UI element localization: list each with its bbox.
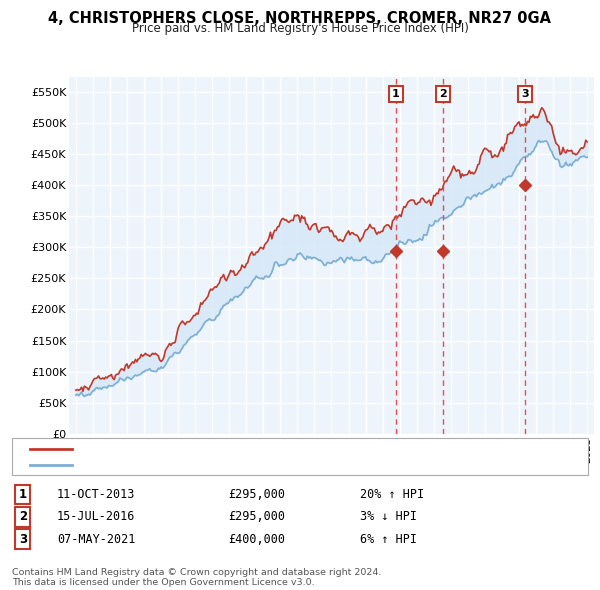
Text: 4, CHRISTOPHERS CLOSE, NORTHREPPS, CROMER, NR27 0GA (detached house): 4, CHRISTOPHERS CLOSE, NORTHREPPS, CROME… xyxy=(81,444,517,454)
Text: 2: 2 xyxy=(439,89,447,99)
Text: HPI: Average price, detached house, North Norfolk: HPI: Average price, detached house, Nort… xyxy=(81,460,357,470)
Text: 11-OCT-2013: 11-OCT-2013 xyxy=(57,488,136,501)
Text: 1: 1 xyxy=(19,488,27,501)
Text: 4, CHRISTOPHERS CLOSE, NORTHREPPS, CROMER, NR27 0GA: 4, CHRISTOPHERS CLOSE, NORTHREPPS, CROME… xyxy=(49,11,551,25)
Text: £295,000: £295,000 xyxy=(228,488,285,501)
Text: £295,000: £295,000 xyxy=(228,510,285,523)
Text: 3% ↓ HPI: 3% ↓ HPI xyxy=(360,510,417,523)
Text: 3: 3 xyxy=(521,89,529,99)
Text: 15-JUL-2016: 15-JUL-2016 xyxy=(57,510,136,523)
Text: 20% ↑ HPI: 20% ↑ HPI xyxy=(360,488,424,501)
Text: 1: 1 xyxy=(392,89,400,99)
Text: Contains HM Land Registry data © Crown copyright and database right 2024.
This d: Contains HM Land Registry data © Crown c… xyxy=(12,568,382,587)
Text: 6% ↑ HPI: 6% ↑ HPI xyxy=(360,533,417,546)
Text: 3: 3 xyxy=(19,533,27,546)
Text: 2: 2 xyxy=(19,510,27,523)
Text: Price paid vs. HM Land Registry's House Price Index (HPI): Price paid vs. HM Land Registry's House … xyxy=(131,22,469,35)
Text: £400,000: £400,000 xyxy=(228,533,285,546)
Text: 07-MAY-2021: 07-MAY-2021 xyxy=(57,533,136,546)
